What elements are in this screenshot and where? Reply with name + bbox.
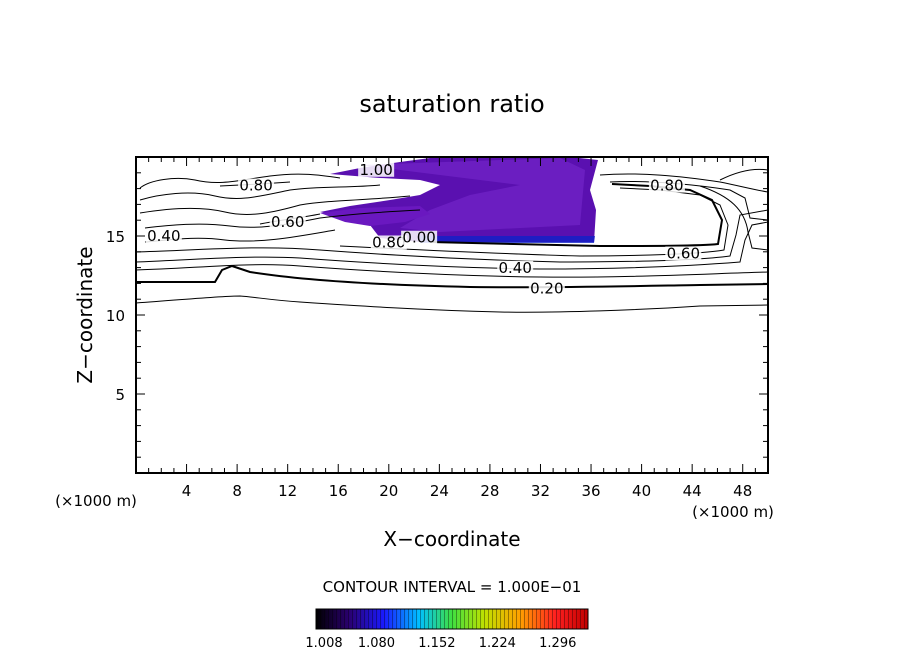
x-tick-label: 48	[733, 482, 752, 500]
x-unit-label: (×1000 m)	[692, 503, 774, 521]
contour-label-bg	[370, 235, 407, 250]
contour-label: 0.60	[667, 245, 700, 263]
x-tick-label: 20	[379, 482, 398, 500]
contour-label: 0.80	[372, 233, 405, 251]
chart-title: saturation ratio	[359, 90, 544, 118]
contour-label-bg	[269, 214, 306, 229]
contour-interval-text: CONTOUR INTERVAL = 1.000E−01	[323, 578, 582, 596]
x-tick-label: 4	[182, 482, 192, 500]
contour-label: 0.40	[498, 259, 531, 277]
contour-label: 0.00	[402, 229, 435, 247]
colorbar-tick-label: 1.152	[418, 636, 455, 651]
y-tick-label: 15	[106, 228, 125, 246]
contour-label-bg	[665, 246, 702, 261]
colorbar-tick-label: 1.296	[539, 636, 576, 651]
contour-label-bg	[528, 281, 565, 296]
x-tick-label: 40	[632, 482, 651, 500]
x-tick-label: 44	[683, 482, 702, 500]
x-tick-label: 16	[329, 482, 348, 500]
contour-label: 0.80	[650, 177, 683, 195]
x-tick-label: 24	[430, 482, 449, 500]
y-tick-label: 10	[106, 307, 125, 325]
y-axis-label: Z−coordinate	[73, 246, 97, 383]
contour-label: 0.80	[239, 177, 272, 195]
contour-label-bg	[238, 178, 275, 193]
colorbar-tick-label: 1.224	[479, 636, 516, 651]
contour-label: 0.20	[530, 279, 563, 297]
y-tick-label: 5	[115, 386, 125, 404]
colorbar-tick-label: 1.080	[358, 636, 395, 651]
contour-label-bg	[358, 162, 395, 177]
contour-label-bg	[145, 229, 182, 244]
contour-field: 1.000.80 0.800.600.40 0.800.000.600.400.20	[136, 157, 768, 313]
x-tick-label: 36	[581, 482, 600, 500]
x-tick-label: 12	[278, 482, 297, 500]
contour-label-bg	[401, 230, 438, 245]
x-tick-label: 8	[232, 482, 242, 500]
z-unit-label: (×1000 m)	[55, 492, 137, 510]
x-tick-label: 32	[531, 482, 550, 500]
x-tick-label: 28	[480, 482, 499, 500]
colorbar-tick-label: 1.008	[305, 636, 342, 651]
contour-label: 0.40	[147, 227, 180, 245]
contour-label: 0.60	[271, 213, 304, 231]
contour-label-bg	[648, 178, 685, 193]
colorbar: 1.008 1.080 1.152 1.224 1.296	[305, 608, 589, 651]
contour-label-bg	[497, 260, 534, 275]
contour-label: 1.00	[359, 161, 392, 179]
x-axis-label: X−coordinate	[383, 527, 520, 551]
